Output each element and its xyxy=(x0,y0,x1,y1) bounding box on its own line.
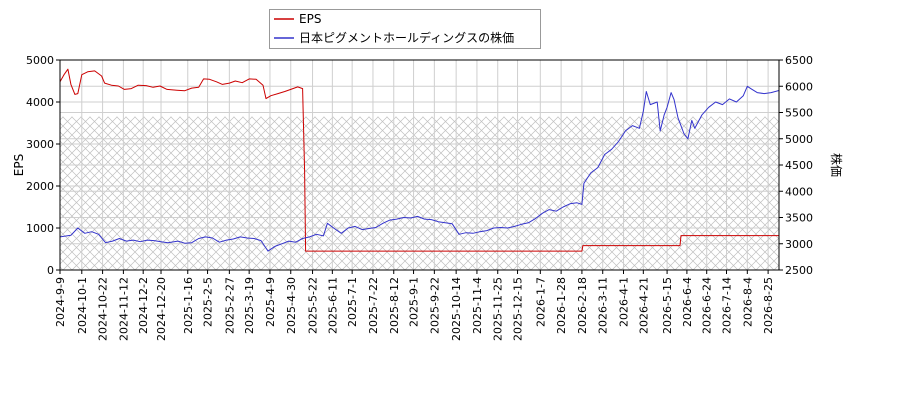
x-tick-label: 2025-12-15 xyxy=(512,277,525,341)
x-tick-label: 2025-10-14 xyxy=(450,277,463,341)
series-layer xyxy=(60,68,779,252)
x-tick-label: 2025-4-9 xyxy=(264,277,277,327)
x-tick-label: 2025-7-1 xyxy=(346,277,359,327)
x-tick-label: 2024-10-22 xyxy=(97,277,110,341)
right-tick-label: 6500 xyxy=(785,54,813,67)
right-tick-label: 4000 xyxy=(785,185,813,198)
x-tick-label: 2026-4-1 xyxy=(618,277,631,327)
x-tick-label: 2025-1-16 xyxy=(182,277,195,334)
right-tick-label: 3500 xyxy=(785,212,813,225)
legend: EPS 日本ピグメントホールディングスの株価 xyxy=(269,9,541,49)
right-y-axis: 2500 3000 3500 4000 4500 5000 5500 6000 6500 xyxy=(779,54,813,277)
x-tick-label: 2025-2-27 xyxy=(223,277,236,334)
legend-price-label: 日本ピグメントホールディングスの株価 xyxy=(299,30,514,45)
x-tick-label: 2025-9-1 xyxy=(408,277,421,327)
left-y-axis: 0 1000 2000 3000 4000 5000 xyxy=(26,54,60,277)
stock-price-line xyxy=(60,85,779,252)
x-tick-label: 2026-1-28 xyxy=(555,277,568,334)
x-tick-label: 2024-12-2 xyxy=(137,277,150,334)
x-tick-label: 2026-6-4 xyxy=(681,277,694,327)
x-tick-label: 2025-9-22 xyxy=(428,277,441,334)
x-tick-label: 2025-5-22 xyxy=(307,277,320,334)
x-tick-label: 2025-8-12 xyxy=(388,277,401,334)
x-tick-label: 2026-2-18 xyxy=(576,277,589,334)
left-tick-label: 1000 xyxy=(26,222,54,235)
x-tick-label: 2025-6-11 xyxy=(326,277,339,334)
x-tick-label: 2026-4-21 xyxy=(637,277,650,334)
x-tick-label: 2026-7-14 xyxy=(721,277,734,334)
right-tick-label: 4500 xyxy=(785,159,813,172)
right-tick-label: 5000 xyxy=(785,133,813,146)
eps-line xyxy=(60,68,779,252)
x-tick-label: 2025-7-22 xyxy=(367,277,380,334)
x-tick-label: 2026-1-7 xyxy=(534,277,547,327)
legend-eps-label: EPS xyxy=(299,12,321,26)
right-axis-label: 株価 xyxy=(829,153,844,177)
x-tick-label: 2025-11-25 xyxy=(492,277,505,341)
left-tick-label: 2000 xyxy=(26,180,54,193)
hatched-band xyxy=(60,116,779,270)
x-tick-label: 2026-5-15 xyxy=(661,277,674,334)
left-axis-label: EPS xyxy=(12,154,26,176)
x-tick-label: 2025-4-30 xyxy=(285,277,298,334)
left-tick-label: 4000 xyxy=(26,96,54,109)
x-tick-label: 2024-11-12 xyxy=(117,277,130,341)
x-axis: 2024-9-9 2024-10-1 2024-10-22 2024-11-12 202… xyxy=(54,270,775,341)
x-tick-label: 2026-8-4 xyxy=(741,277,754,327)
right-tick-label: 3000 xyxy=(785,238,813,251)
x-tick-label: 2025-11-4 xyxy=(471,277,484,334)
right-tick-label: 2500 xyxy=(785,264,813,277)
x-tick-label: 2026-3-11 xyxy=(597,277,610,334)
right-tick-label: 6000 xyxy=(785,80,813,93)
x-tick-label: 2025-3-19 xyxy=(243,277,256,334)
x-tick-label: 2026-8-25 xyxy=(762,277,775,334)
left-tick-label: 3000 xyxy=(26,138,54,151)
x-tick-label: 2024-10-1 xyxy=(76,277,89,334)
right-tick-label: 5500 xyxy=(785,107,813,120)
x-tick-label: 2025-2-5 xyxy=(202,277,215,327)
left-tick-label: 0 xyxy=(47,264,54,277)
x-tick-label: 2024-9-9 xyxy=(54,277,67,327)
x-tick-label: 2024-12-20 xyxy=(155,277,168,341)
x-tick-label: 2026-6-24 xyxy=(701,277,714,334)
left-tick-label: 5000 xyxy=(26,54,54,67)
legend-box xyxy=(269,9,541,49)
